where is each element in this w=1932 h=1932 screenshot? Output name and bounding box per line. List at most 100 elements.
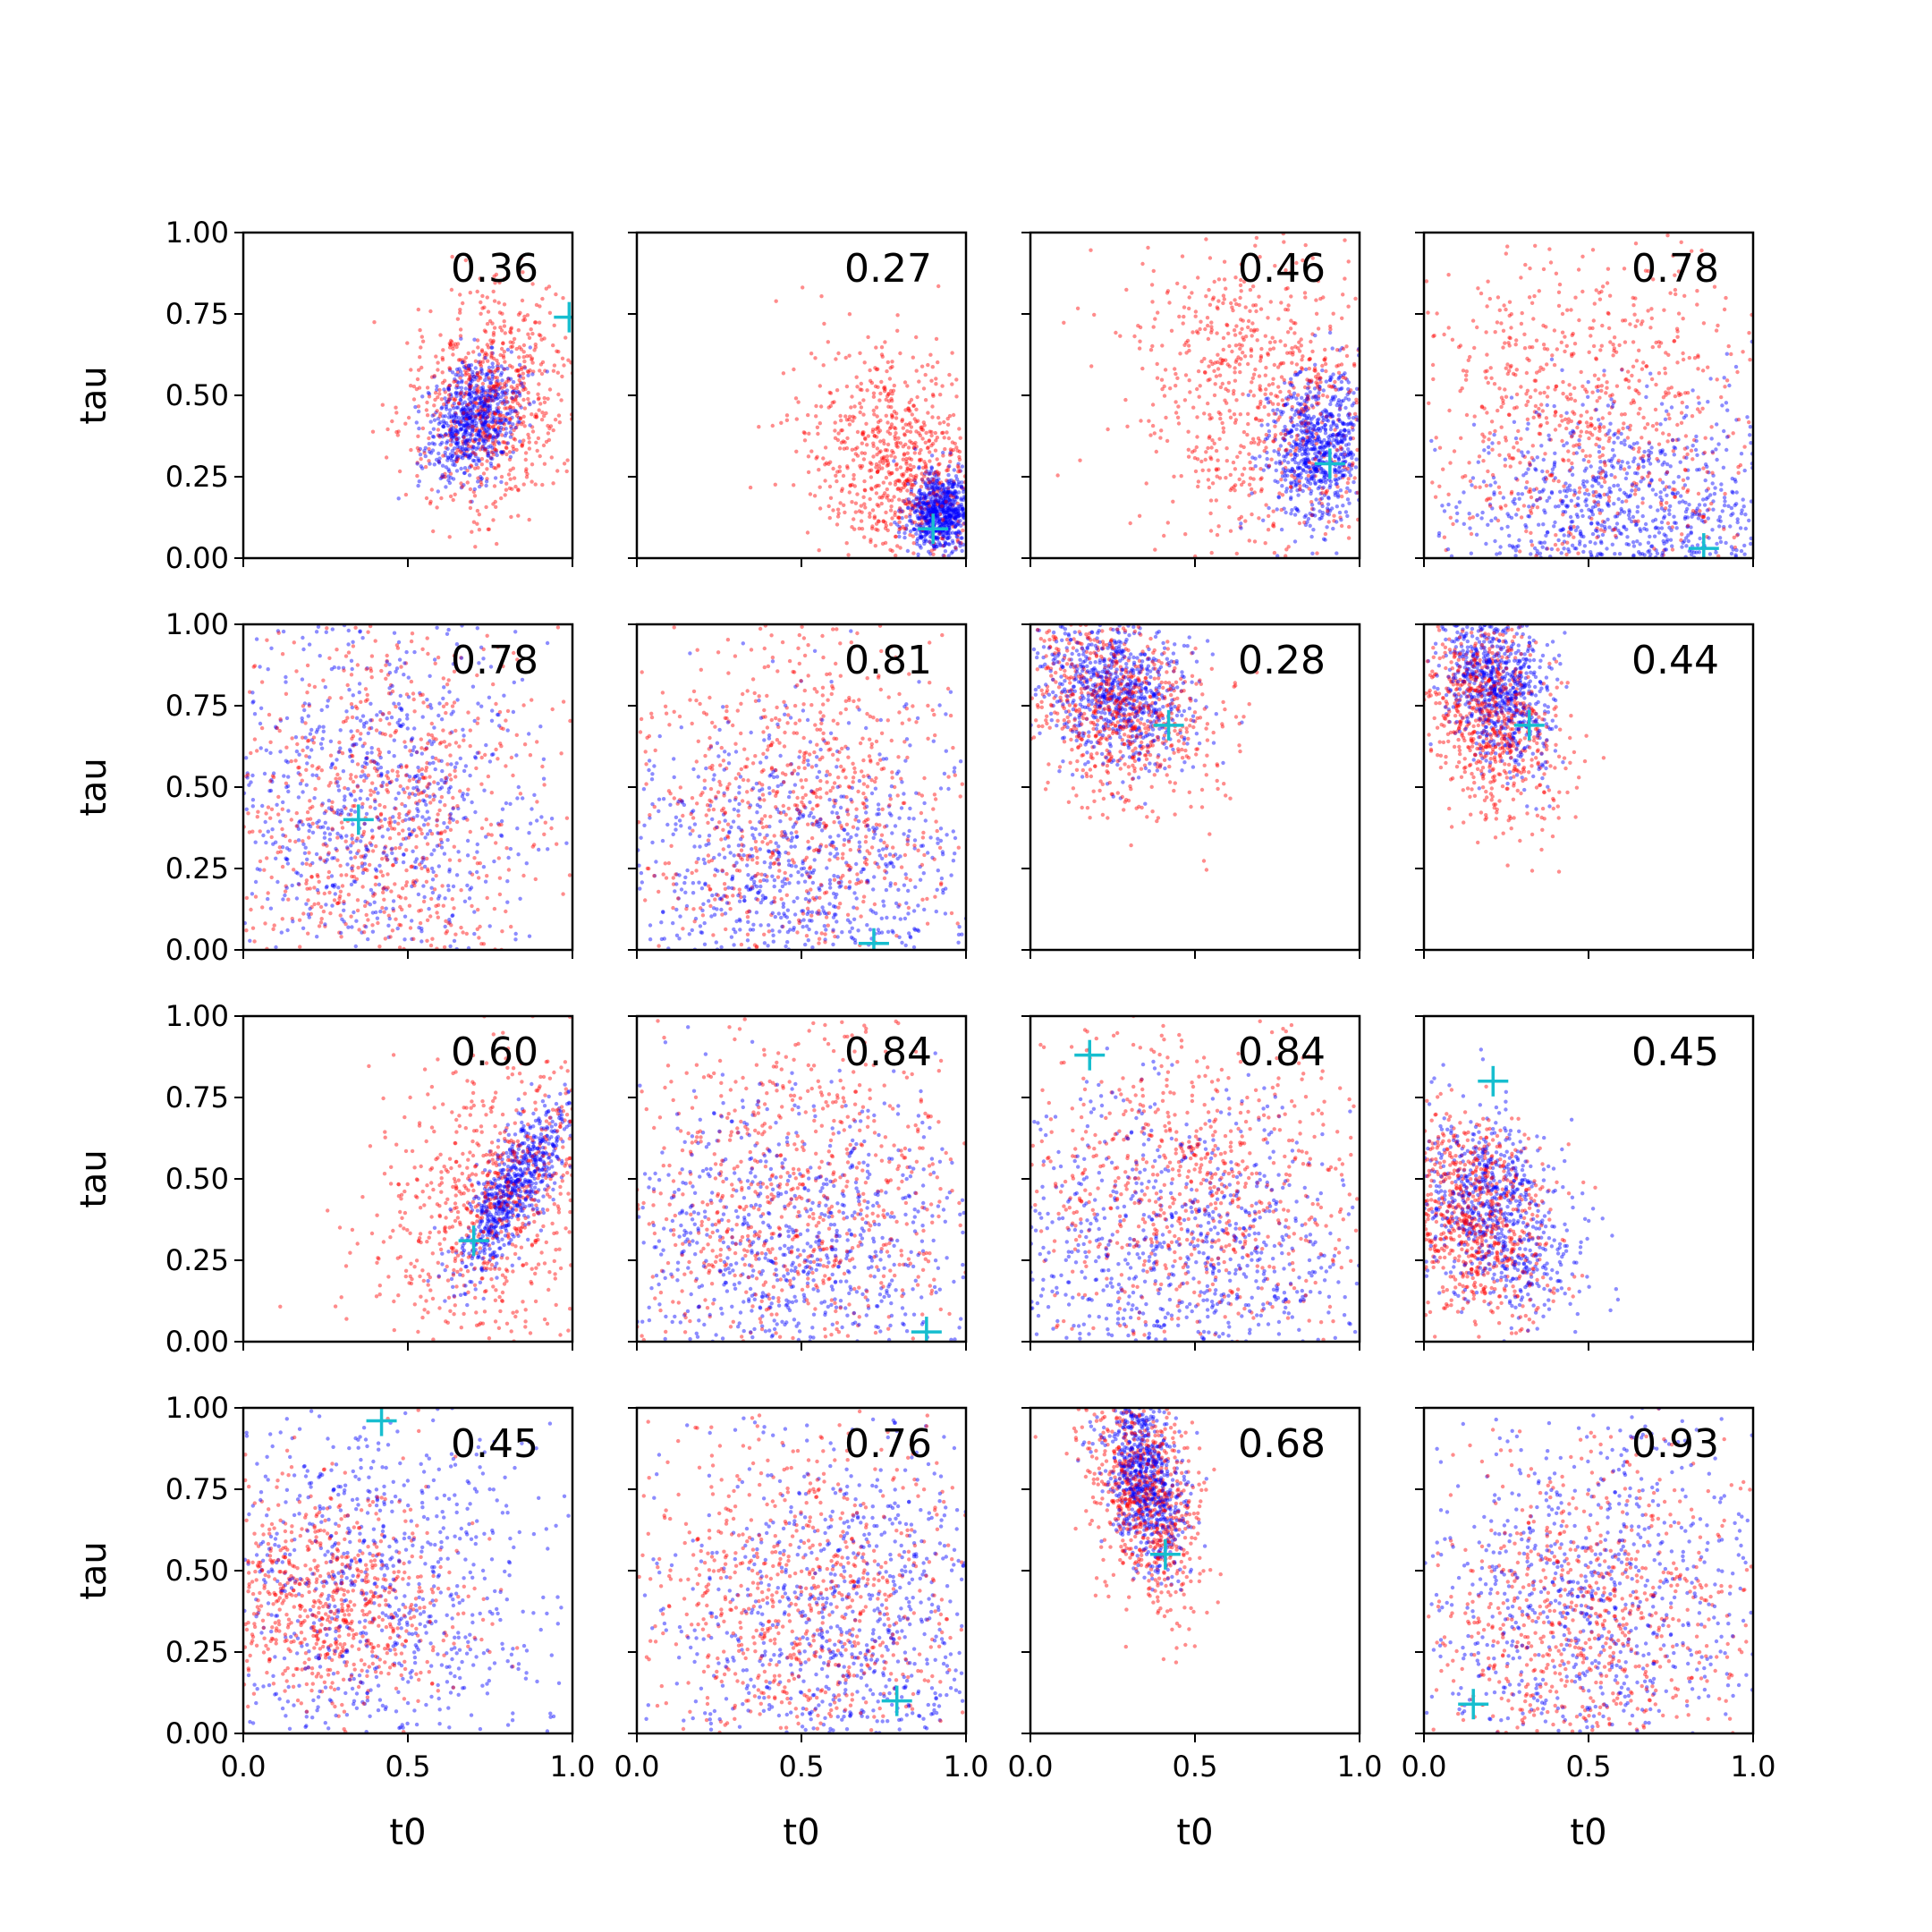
blue-point [922,494,927,499]
red-point [1302,521,1307,525]
blue-point [1622,525,1626,530]
red-point [880,458,885,462]
red-point [955,539,961,544]
red-point [1673,394,1678,399]
red-point [881,494,886,498]
blue-point [936,521,940,526]
blue-point [1347,415,1352,420]
red-point [443,378,447,383]
blue-point [1290,416,1294,420]
red-point [1610,393,1614,397]
blue-point [474,462,479,467]
red-point [1468,354,1472,360]
red-point [924,519,929,523]
red-point [947,453,953,457]
blue-point [502,398,506,402]
blue-point [1328,377,1333,382]
red-point [1298,484,1302,488]
blue-point [431,435,436,439]
blue-point [481,393,486,397]
red-point [1294,433,1300,438]
red-point [1715,377,1719,382]
red-point [924,465,928,470]
red-point [1150,423,1156,428]
blue-point [1603,460,1607,464]
blue-point [478,418,482,423]
red-point [1267,463,1272,468]
red-point [517,377,521,383]
blue-point [1647,456,1652,461]
red-point [1251,303,1256,308]
blue-point [1324,451,1328,455]
red-point [1289,453,1293,457]
red-point [852,527,857,531]
blue-point [1316,486,1321,491]
red-point [936,480,941,486]
blue-point [1514,545,1519,549]
red-point [479,376,483,381]
red-point [503,406,507,411]
blue-point [1296,371,1301,377]
red-point [493,411,498,416]
red-point [468,487,473,492]
blue-point [1711,507,1716,512]
blue-point [961,513,965,518]
red-point [1173,367,1177,371]
red-point [471,400,476,404]
blue-point [942,511,946,515]
red-point [936,489,940,494]
red-point [469,463,473,468]
red-point [1508,464,1513,469]
red-point [499,328,504,333]
blue-point [504,388,510,393]
red-point [855,445,860,450]
blue-point [489,369,494,374]
red-point [924,430,928,436]
red-point [837,464,842,470]
red-point [1601,445,1606,451]
red-point [1251,372,1257,377]
blue-point [454,386,459,390]
blue-point [1563,510,1568,514]
blue-point [1703,478,1707,483]
blue-point [420,466,425,470]
blue-point [1607,486,1612,491]
red-point [440,380,445,386]
blue-point [432,442,437,446]
red-point [1638,406,1642,411]
red-point [508,418,513,422]
blue-point [1293,505,1298,511]
red-point [483,436,487,440]
blue-point [1328,402,1333,407]
blue-point [468,385,472,389]
red-point [911,403,916,408]
blue-point [1593,500,1597,505]
blue-point [951,510,955,514]
blue-point [1297,443,1302,447]
blue-point [1303,458,1308,462]
blue-point [948,521,953,526]
red-point [1203,370,1208,375]
red-point [475,390,479,395]
blue-point [1328,433,1333,438]
blue-point [1308,390,1312,394]
blue-point [482,422,487,428]
blue-point [919,521,924,527]
red-point [502,385,507,389]
blue-point [960,536,964,540]
red-point [496,366,500,371]
blue-point [1310,464,1316,469]
blue-point [946,536,951,540]
red-point [884,510,888,515]
red-point [405,341,410,345]
red-point [509,385,513,389]
red-point [919,513,923,517]
red-point [1209,445,1214,450]
blue-point [1328,427,1334,432]
blue-point [464,410,469,414]
blue-point [454,454,460,460]
blue-point [1490,506,1495,511]
red-point [536,436,541,441]
red-point [1137,346,1142,351]
red-point [1203,326,1208,332]
